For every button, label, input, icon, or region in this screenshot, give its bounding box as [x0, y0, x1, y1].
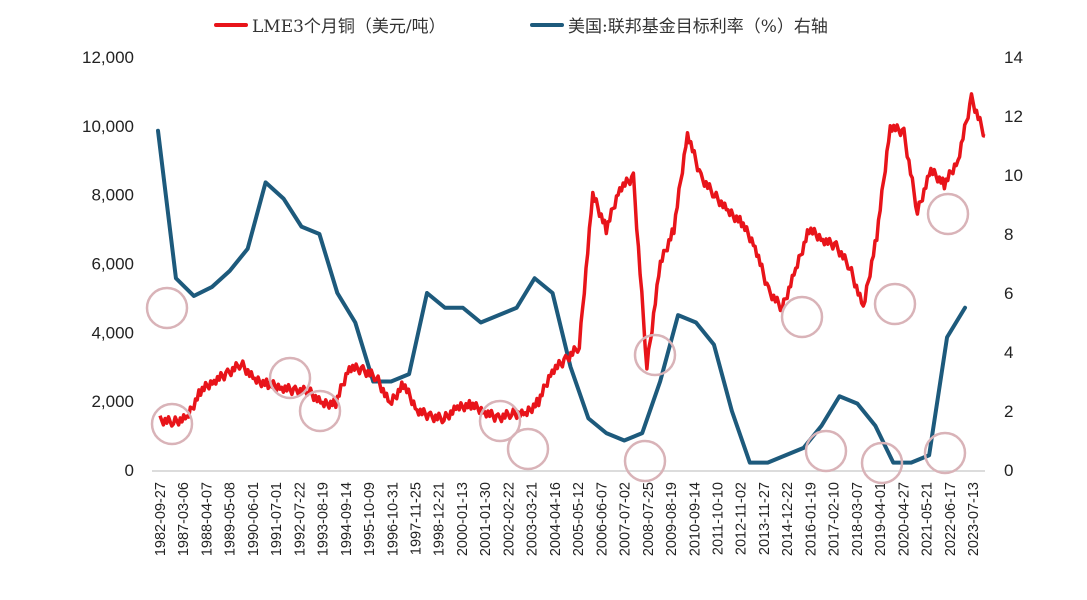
x-tick-label: 1997-11-25	[409, 482, 425, 555]
x-tick-label: 1989-05-08	[223, 482, 239, 556]
x-tick-label: 2006-06-07	[594, 482, 610, 556]
legend-swatch-rate	[530, 22, 564, 27]
legend-item-rate: 美国:联邦基金目标利率（%）右轴	[530, 12, 828, 37]
highlight-circle	[873, 282, 917, 326]
x-tick-label: 1995-10-09	[362, 482, 378, 556]
x-tick-label: 2010-09-14	[687, 482, 703, 556]
x-tick-label: 2002-02-22	[501, 482, 517, 556]
legend-swatch-copper	[214, 22, 248, 27]
left-y-tick-label: 4,000	[91, 323, 134, 342]
right-y-tick-label: 6	[1004, 284, 1013, 303]
x-tick-label: 2023-07-13	[966, 482, 982, 556]
highlight-circle	[923, 431, 967, 475]
x-tick-label: 1993-08-19	[316, 482, 332, 556]
highlight-circle	[506, 427, 550, 471]
legend-item-copper: LME3个月铜（美元/吨）	[214, 12, 446, 37]
left-y-tick-label: 12,000	[82, 48, 134, 67]
highlight-circle	[633, 333, 677, 377]
highlight-circle	[926, 192, 970, 236]
right-y-tick-label: 0	[1004, 461, 1013, 480]
x-tick-label: 1996-10-31	[385, 482, 401, 556]
highlight-circle	[780, 295, 824, 339]
x-tick-label: 1990-06-01	[246, 482, 262, 556]
left-y-axis: 0 2,000 4,000 6,000 8,000 10,000 12,000	[82, 48, 134, 480]
right-y-tick-label: 2	[1004, 402, 1013, 421]
x-tick-label: 2014-12-22	[780, 482, 796, 556]
x-tick-label: 2009-08-19	[664, 482, 680, 556]
left-y-tick-label: 2,000	[91, 392, 134, 411]
x-tick-label: 2020-04-27	[896, 482, 912, 556]
right-y-tick-label: 8	[1004, 225, 1013, 244]
highlight-circle	[298, 389, 342, 433]
right-y-tick-label: 12	[1004, 107, 1023, 126]
highlight-circle	[860, 441, 904, 485]
left-y-tick-label: 0	[125, 461, 134, 480]
x-tick-label: 2007-07-02	[618, 482, 634, 556]
left-y-tick-label: 6,000	[91, 255, 134, 274]
x-tick-label: 2011-10-10	[710, 482, 726, 555]
x-tick-label: 1982-09-27	[153, 482, 169, 556]
highlight-circle	[478, 399, 522, 443]
x-tick-label: 2004-04-16	[548, 482, 564, 556]
x-tick-label: 2017-02-10	[827, 482, 843, 556]
x-tick-label: 2005-05-12	[571, 482, 587, 556]
highlight-circle	[623, 439, 667, 483]
highlight-circle	[268, 356, 312, 400]
x-tick-label: 2021-05-21	[920, 482, 936, 556]
right-y-tick-label: 14	[1004, 48, 1023, 67]
highlight-circle	[145, 286, 189, 330]
x-tick-label: 2012-11-02	[734, 482, 750, 555]
right-y-axis: 0 2 4 6 8 10 12 14	[1004, 48, 1023, 480]
x-tick-label: 2013-11-27	[757, 482, 773, 555]
x-tick-label: 1994-09-14	[339, 482, 355, 556]
right-y-tick-label: 10	[1004, 166, 1023, 185]
lme-copper-price-line	[158, 92, 986, 428]
x-tick-label: 2001-01-30	[478, 482, 494, 556]
left-y-tick-label: 10,000	[82, 117, 134, 136]
highlight-circle	[804, 429, 848, 473]
x-tick-label: 2016-01-19	[803, 482, 819, 556]
x-tick-label: 2018-03-07	[850, 482, 866, 556]
x-tick-label: 1998-12-21	[432, 482, 448, 556]
legend-label-copper: LME3个月铜（美元/吨）	[252, 17, 446, 37]
x-tick-label: 2003-03-21	[525, 482, 541, 556]
x-tick-label: 2019-04-01	[873, 482, 889, 556]
fed-funds-rate-line	[156, 128, 967, 465]
right-y-tick-label: 4	[1004, 343, 1013, 362]
x-tick-label: 1988-04-07	[199, 482, 215, 556]
x-tick-label: 1987-03-06	[176, 482, 192, 556]
x-tick-label: 2022-06-17	[943, 482, 959, 556]
x-tick-label: 1992-07-22	[292, 482, 308, 556]
x-axis-tick-labels: 1982-09-27 1987-03-06 1988-04-07 1989-05-08…	[153, 482, 982, 556]
legend-label-rate: 美国:联邦基金目标利率（%）右轴	[568, 17, 828, 37]
x-tick-label: 1991-07-01	[269, 482, 285, 556]
highlight-circle	[150, 402, 194, 446]
x-tick-label: 2008-07-25	[641, 482, 657, 556]
highlight-circles	[145, 192, 970, 485]
chart-legend: LME3个月铜（美元/吨） 美国:联邦基金目标利率（%）右轴	[0, 12, 1087, 38]
left-y-tick-label: 8,000	[91, 186, 134, 205]
x-tick-label: 2000-01-13	[455, 482, 471, 556]
